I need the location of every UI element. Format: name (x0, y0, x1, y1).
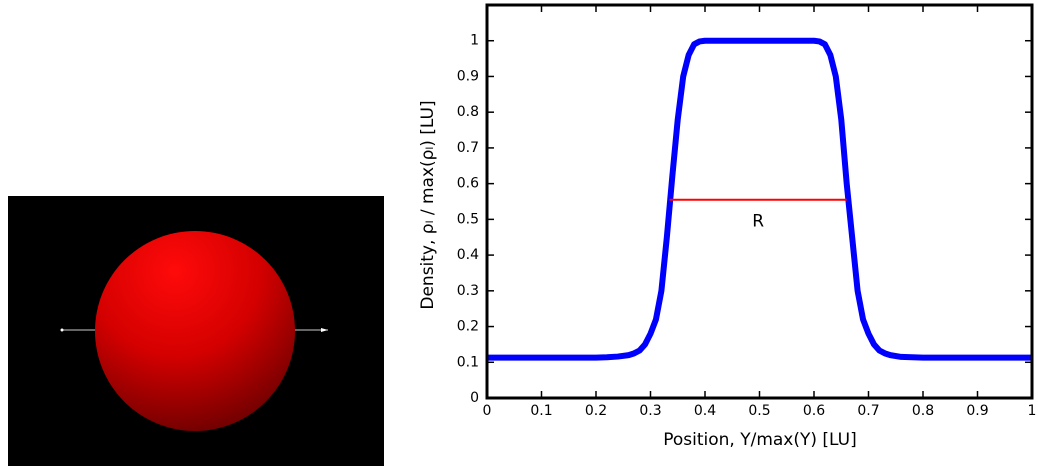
y-tick-label: 0.8 (457, 104, 479, 120)
y-tick-label: 0.6 (457, 176, 479, 192)
y-tick-label: 0.7 (457, 140, 479, 156)
arrow-tail (60, 328, 64, 332)
x-tick-label: 0.4 (694, 403, 716, 419)
y-tick-label: 0.1 (457, 354, 479, 370)
chart: Position, Y/max(Y) [LU] Density, ρₗ / ma… (418, 3, 1037, 450)
y-tick-label: 0.9 (457, 68, 479, 84)
x-tick-label: 0 (483, 403, 492, 419)
x-tick-label: 0.8 (912, 403, 934, 419)
plot-frame (485, 3, 1034, 400)
radius-label: R (752, 212, 764, 232)
arrow-head (321, 328, 328, 332)
y-tick-label: 0.4 (457, 247, 479, 263)
y-tick-label: 0.5 (457, 211, 479, 227)
y-tick-label: 0 (470, 390, 479, 406)
y-axis-label: Density, ρₗ / max(ρₗ) [LU] (418, 100, 438, 309)
y-tick-label: 0.2 (457, 319, 479, 335)
y-tick-label: 1 (470, 33, 479, 49)
x-tick-label: 0.5 (748, 403, 770, 419)
x-tick-label: 1 (1028, 403, 1037, 419)
density-profile (487, 37, 1032, 361)
x-tick-label: 0.1 (530, 403, 552, 419)
droplet-sphere (95, 231, 295, 431)
x-tick-label: 0.6 (803, 403, 825, 419)
x-tick-label: 0.7 (857, 403, 879, 419)
x-tick-label: 0.2 (585, 403, 607, 419)
x-axis-label: Position, Y/max(Y) [LU] (663, 430, 857, 450)
x-tick-label: 0.9 (966, 403, 988, 419)
simulation-image (8, 196, 384, 466)
x-tick-label: 0.3 (639, 403, 661, 419)
y-tick-label: 0.3 (457, 283, 479, 299)
